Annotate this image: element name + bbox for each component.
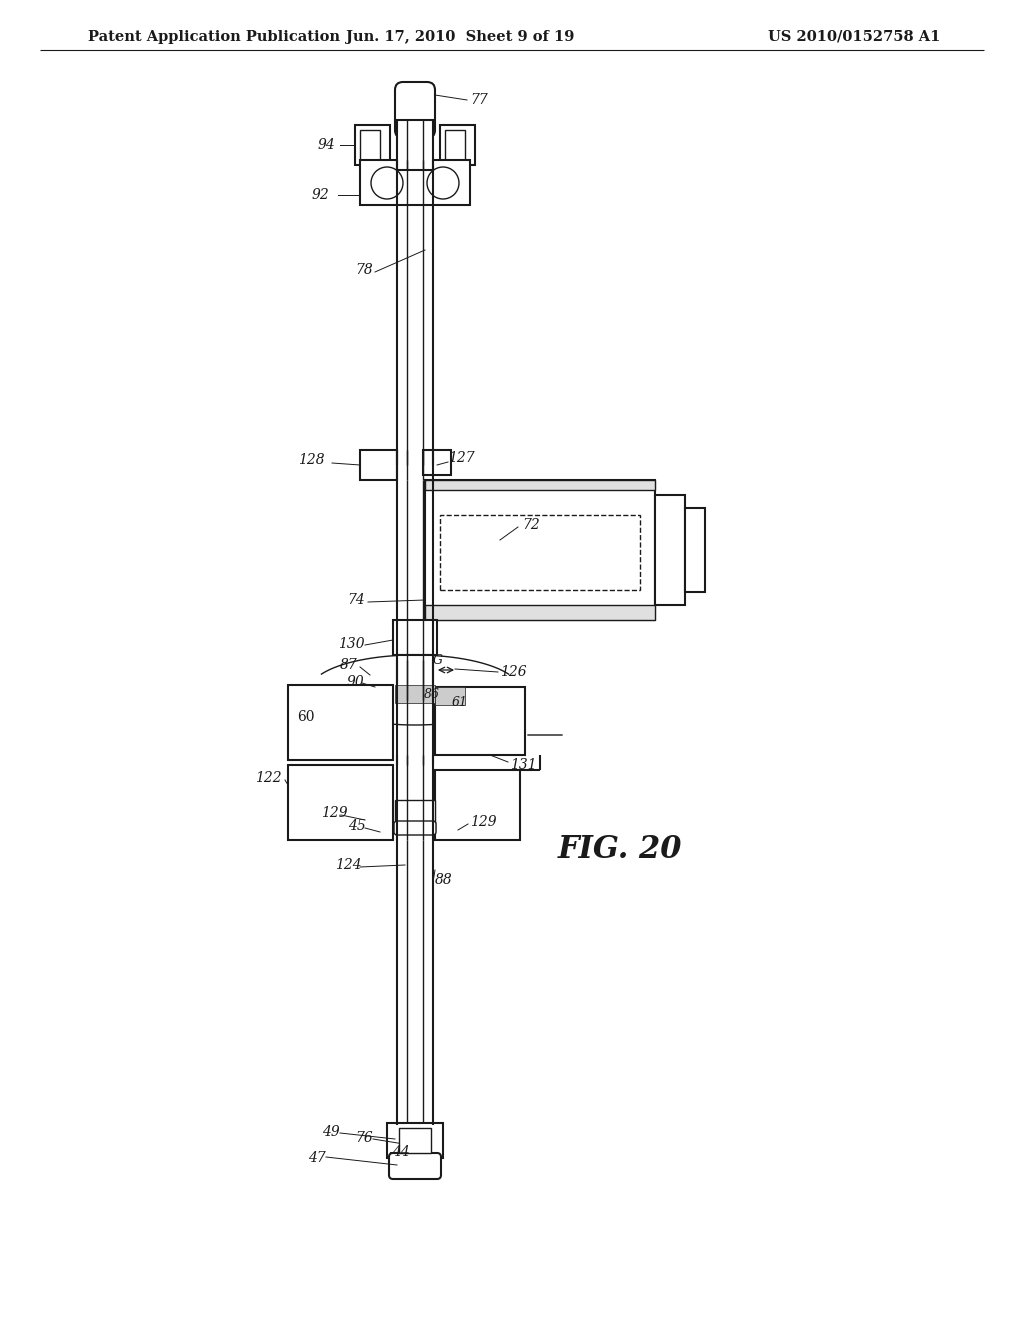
Bar <box>387 1123 443 1158</box>
Bar <box>397 655 433 700</box>
Text: US 2010/0152758 A1: US 2010/0152758 A1 <box>768 30 940 44</box>
Bar <box>288 766 393 840</box>
Bar <box>360 129 380 160</box>
Text: Jun. 17, 2010  Sheet 9 of 19: Jun. 17, 2010 Sheet 9 of 19 <box>346 30 574 44</box>
Text: 129: 129 <box>321 807 347 820</box>
Text: 88: 88 <box>435 873 453 887</box>
Bar <box>655 495 685 605</box>
FancyBboxPatch shape <box>389 1152 441 1179</box>
Text: 92: 92 <box>312 187 330 202</box>
Text: 49: 49 <box>322 1125 340 1139</box>
Bar <box>355 125 390 165</box>
Text: 78: 78 <box>355 263 373 277</box>
Text: 60: 60 <box>297 710 314 723</box>
Text: 94: 94 <box>318 139 336 152</box>
Bar <box>435 770 520 840</box>
Bar <box>425 480 655 620</box>
Bar <box>440 515 640 590</box>
Bar <box>425 605 655 620</box>
Bar <box>399 1129 431 1152</box>
Text: 44: 44 <box>392 1144 410 1159</box>
Text: FIG. 20: FIG. 20 <box>558 834 682 866</box>
Text: G: G <box>433 653 443 667</box>
Text: 131: 131 <box>510 758 537 772</box>
Text: 129: 129 <box>470 814 497 829</box>
Text: 130: 130 <box>338 638 365 651</box>
Bar <box>440 125 475 165</box>
Text: Patent Application Publication: Patent Application Publication <box>88 30 340 44</box>
Text: 74: 74 <box>347 593 365 607</box>
Text: 45: 45 <box>348 818 366 833</box>
Bar <box>393 620 437 655</box>
Bar <box>423 450 451 475</box>
Text: 124: 124 <box>335 858 361 873</box>
Circle shape <box>371 168 403 199</box>
Bar <box>397 120 433 170</box>
FancyBboxPatch shape <box>395 82 435 139</box>
Text: 47: 47 <box>308 1151 326 1166</box>
Bar <box>360 450 397 480</box>
Bar <box>685 508 705 591</box>
Bar <box>360 160 470 205</box>
Text: 72: 72 <box>522 517 540 532</box>
Text: 128: 128 <box>298 453 325 467</box>
Circle shape <box>427 168 459 199</box>
Text: 87: 87 <box>340 657 357 672</box>
Bar <box>395 800 435 830</box>
Text: 86: 86 <box>424 689 440 701</box>
Text: 127: 127 <box>449 451 475 465</box>
Bar <box>445 129 465 160</box>
Text: 77: 77 <box>470 92 487 107</box>
Bar <box>425 480 655 490</box>
Bar <box>435 686 525 755</box>
Bar <box>288 685 393 760</box>
Text: 122: 122 <box>255 771 282 785</box>
Bar <box>395 685 435 704</box>
Bar <box>435 686 465 705</box>
Text: 61: 61 <box>452 696 468 709</box>
Text: 126: 126 <box>500 665 526 678</box>
Text: 90: 90 <box>347 675 365 689</box>
Text: 76: 76 <box>355 1131 373 1144</box>
FancyBboxPatch shape <box>394 821 436 836</box>
